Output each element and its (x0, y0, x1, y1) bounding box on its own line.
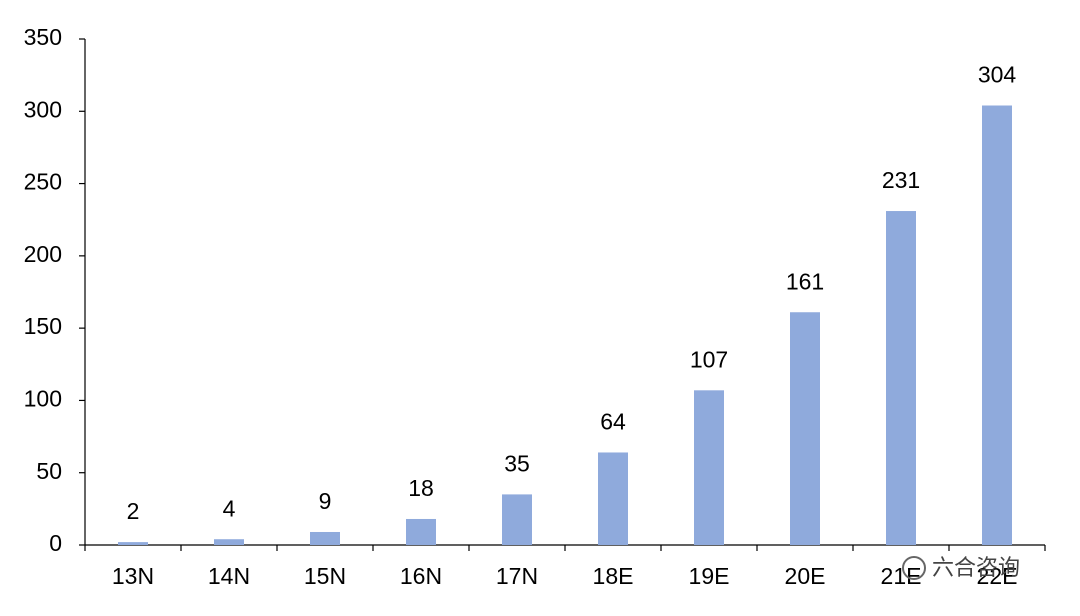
x-tick-label: 22E (977, 563, 1018, 589)
y-tick-label: 50 (36, 458, 62, 484)
x-tick-label: 19E (689, 563, 730, 589)
bar (886, 211, 916, 546)
bar (694, 390, 724, 545)
data-label: 161 (786, 268, 824, 294)
watermark: 六合咨询 (902, 555, 1020, 580)
y-tick-label: 200 (24, 241, 62, 267)
data-label: 107 (690, 346, 728, 372)
data-label: 231 (882, 167, 920, 193)
x-tick-label: 20E (785, 563, 826, 589)
data-label: 4 (223, 495, 236, 521)
data-label: 64 (600, 409, 626, 435)
x-tick-label: 14N (208, 563, 250, 589)
x-tick-label: 15N (304, 563, 346, 589)
x-tick-label: 17N (496, 563, 538, 589)
data-label: 35 (504, 450, 530, 476)
data-label: 304 (978, 62, 1017, 88)
data-label: 9 (319, 488, 332, 514)
y-tick-label: 300 (24, 96, 62, 122)
bar (118, 542, 148, 545)
y-tick-label: 100 (24, 386, 62, 412)
bar (982, 105, 1012, 545)
x-tick-label: 18E (593, 563, 634, 589)
bar (502, 494, 532, 545)
y-tick-label: 250 (24, 169, 62, 195)
x-tick-label: 13N (112, 563, 154, 589)
x-tick-label: 16N (400, 563, 442, 589)
bar (406, 518, 436, 545)
bar (214, 539, 244, 545)
x-tick-label: 21E (881, 563, 922, 589)
watermark-icon (902, 556, 926, 580)
data-label: 18 (408, 475, 434, 501)
y-tick-label: 150 (24, 313, 62, 339)
bar (598, 452, 628, 545)
watermark-text: 六合咨询 (932, 555, 1020, 580)
bar (790, 312, 820, 545)
y-tick-label: 350 (24, 24, 62, 50)
data-label: 2 (127, 498, 140, 524)
bar (310, 531, 340, 545)
y-tick-label: 0 (49, 530, 62, 556)
